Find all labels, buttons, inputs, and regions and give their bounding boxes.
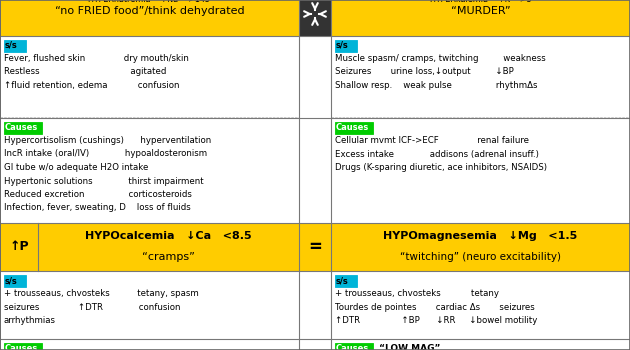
Bar [335, 343, 373, 350]
Text: Causes: Causes [336, 344, 369, 350]
Bar [331, 271, 630, 339]
Text: IncR intake (oral/IV)             hypoaldosteronism: IncR intake (oral/IV) hypoaldosteronism [4, 149, 207, 159]
Text: Shallow resp.    weak pulse                rhythmΔs: Shallow resp. weak pulse rhythmΔs [335, 81, 537, 90]
Text: Cellular mvmt ICF->ECF              renal failure: Cellular mvmt ICF->ECF renal failure [335, 136, 529, 145]
Bar [4, 275, 26, 287]
Text: Causes: Causes [5, 344, 38, 350]
Text: seizures              ↑DTR             confusion: seizures ↑DTR confusion [4, 302, 181, 312]
Text: Hypertonic solutions             thirst impairment: Hypertonic solutions thirst impairment [4, 176, 203, 186]
Text: =: = [308, 238, 322, 256]
Text: “MURDER”: “MURDER” [450, 6, 510, 16]
Text: GI tube w/o adequate H2O intake: GI tube w/o adequate H2O intake [4, 163, 149, 172]
Bar [335, 122, 373, 134]
Text: “LOW MAG”: “LOW MAG” [376, 344, 440, 350]
Text: HYPERkalemia    ↑K    >5: HYPERkalemia ↑K >5 [430, 0, 531, 4]
Text: HYPOmagnesemia   ↓Mg   <1.5: HYPOmagnesemia ↓Mg <1.5 [384, 231, 578, 242]
Text: + trousseaus, chvosteks           tetany: + trousseaus, chvosteks tetany [335, 289, 499, 298]
Text: Excess intake             addisons (adrenal insuff.): Excess intake addisons (adrenal insuff.) [335, 149, 539, 159]
Text: + trousseaus, chvosteks          tetany, spasm: + trousseaus, chvosteks tetany, spasm [4, 289, 198, 298]
Bar [38, 223, 299, 271]
Text: s/s: s/s [5, 276, 18, 285]
Bar [335, 40, 357, 52]
Text: Restless                                 agitated: Restless agitated [4, 68, 166, 77]
Text: s/s: s/s [5, 41, 18, 50]
Bar [4, 122, 42, 134]
Bar [299, 271, 331, 339]
Text: ↑P: ↑P [9, 240, 29, 253]
Bar [0, 0, 299, 36]
Text: Drugs (K-sparing diuretic, ace inhibitors, NSAIDS): Drugs (K-sparing diuretic, ace inhibitor… [335, 163, 547, 172]
Bar [299, 0, 331, 36]
Bar [0, 36, 299, 118]
Bar [4, 343, 42, 350]
Bar [299, 339, 331, 350]
Text: s/s: s/s [336, 276, 349, 285]
Text: Fever, flushed skin              dry mouth/skin: Fever, flushed skin dry mouth/skin [4, 54, 189, 63]
Bar [0, 339, 299, 350]
Bar [331, 118, 630, 223]
Text: “twitching” (neuro excitability): “twitching” (neuro excitability) [400, 252, 561, 261]
Bar [299, 36, 331, 118]
Text: Causes: Causes [5, 123, 38, 132]
Bar [331, 0, 630, 36]
Bar [0, 118, 299, 223]
Bar [299, 223, 331, 271]
Text: Reduced excretion                corticosteroids: Reduced excretion corticosteroids [4, 190, 192, 199]
Text: Causes: Causes [336, 123, 369, 132]
Bar [4, 40, 26, 52]
Text: “no FRIED food”/think dehydrated: “no FRIED food”/think dehydrated [55, 6, 244, 16]
Text: ↑DTR               ↑BP      ↓RR     ↓bowel motility: ↑DTR ↑BP ↓RR ↓bowel motility [335, 316, 537, 325]
Text: Infection, fever, sweating, D    loss of fluids: Infection, fever, sweating, D loss of fl… [4, 203, 191, 212]
Bar [331, 339, 630, 350]
Text: s/s: s/s [336, 41, 349, 50]
Bar [299, 118, 331, 223]
Text: “cramps”: “cramps” [142, 252, 195, 261]
Bar [0, 223, 38, 271]
Text: arrhythmias: arrhythmias [4, 316, 56, 325]
Text: Tourdes de pointes       cardiac Δs       seizures: Tourdes de pointes cardiac Δs seizures [335, 302, 535, 312]
Bar [335, 275, 357, 287]
Text: Hypercortisolism (cushings)      hyperventilation: Hypercortisolism (cushings) hyperventila… [4, 136, 211, 145]
Text: Muscle spasm/ cramps, twitching         weakness: Muscle spasm/ cramps, twitching weakness [335, 54, 546, 63]
Text: ↑fluid retention, edema           confusion: ↑fluid retention, edema confusion [4, 81, 180, 90]
Bar [331, 36, 630, 118]
Bar [331, 223, 630, 271]
Text: HYPERnatremia    ↑Na    >145: HYPERnatremia ↑Na >145 [88, 0, 210, 4]
Bar [0, 271, 299, 339]
Text: HYPOcalcemia   ↓Ca   <8.5: HYPOcalcemia ↓Ca <8.5 [85, 231, 252, 242]
Text: Seizures       urine loss,↓output         ↓BP: Seizures urine loss,↓output ↓BP [335, 68, 513, 77]
